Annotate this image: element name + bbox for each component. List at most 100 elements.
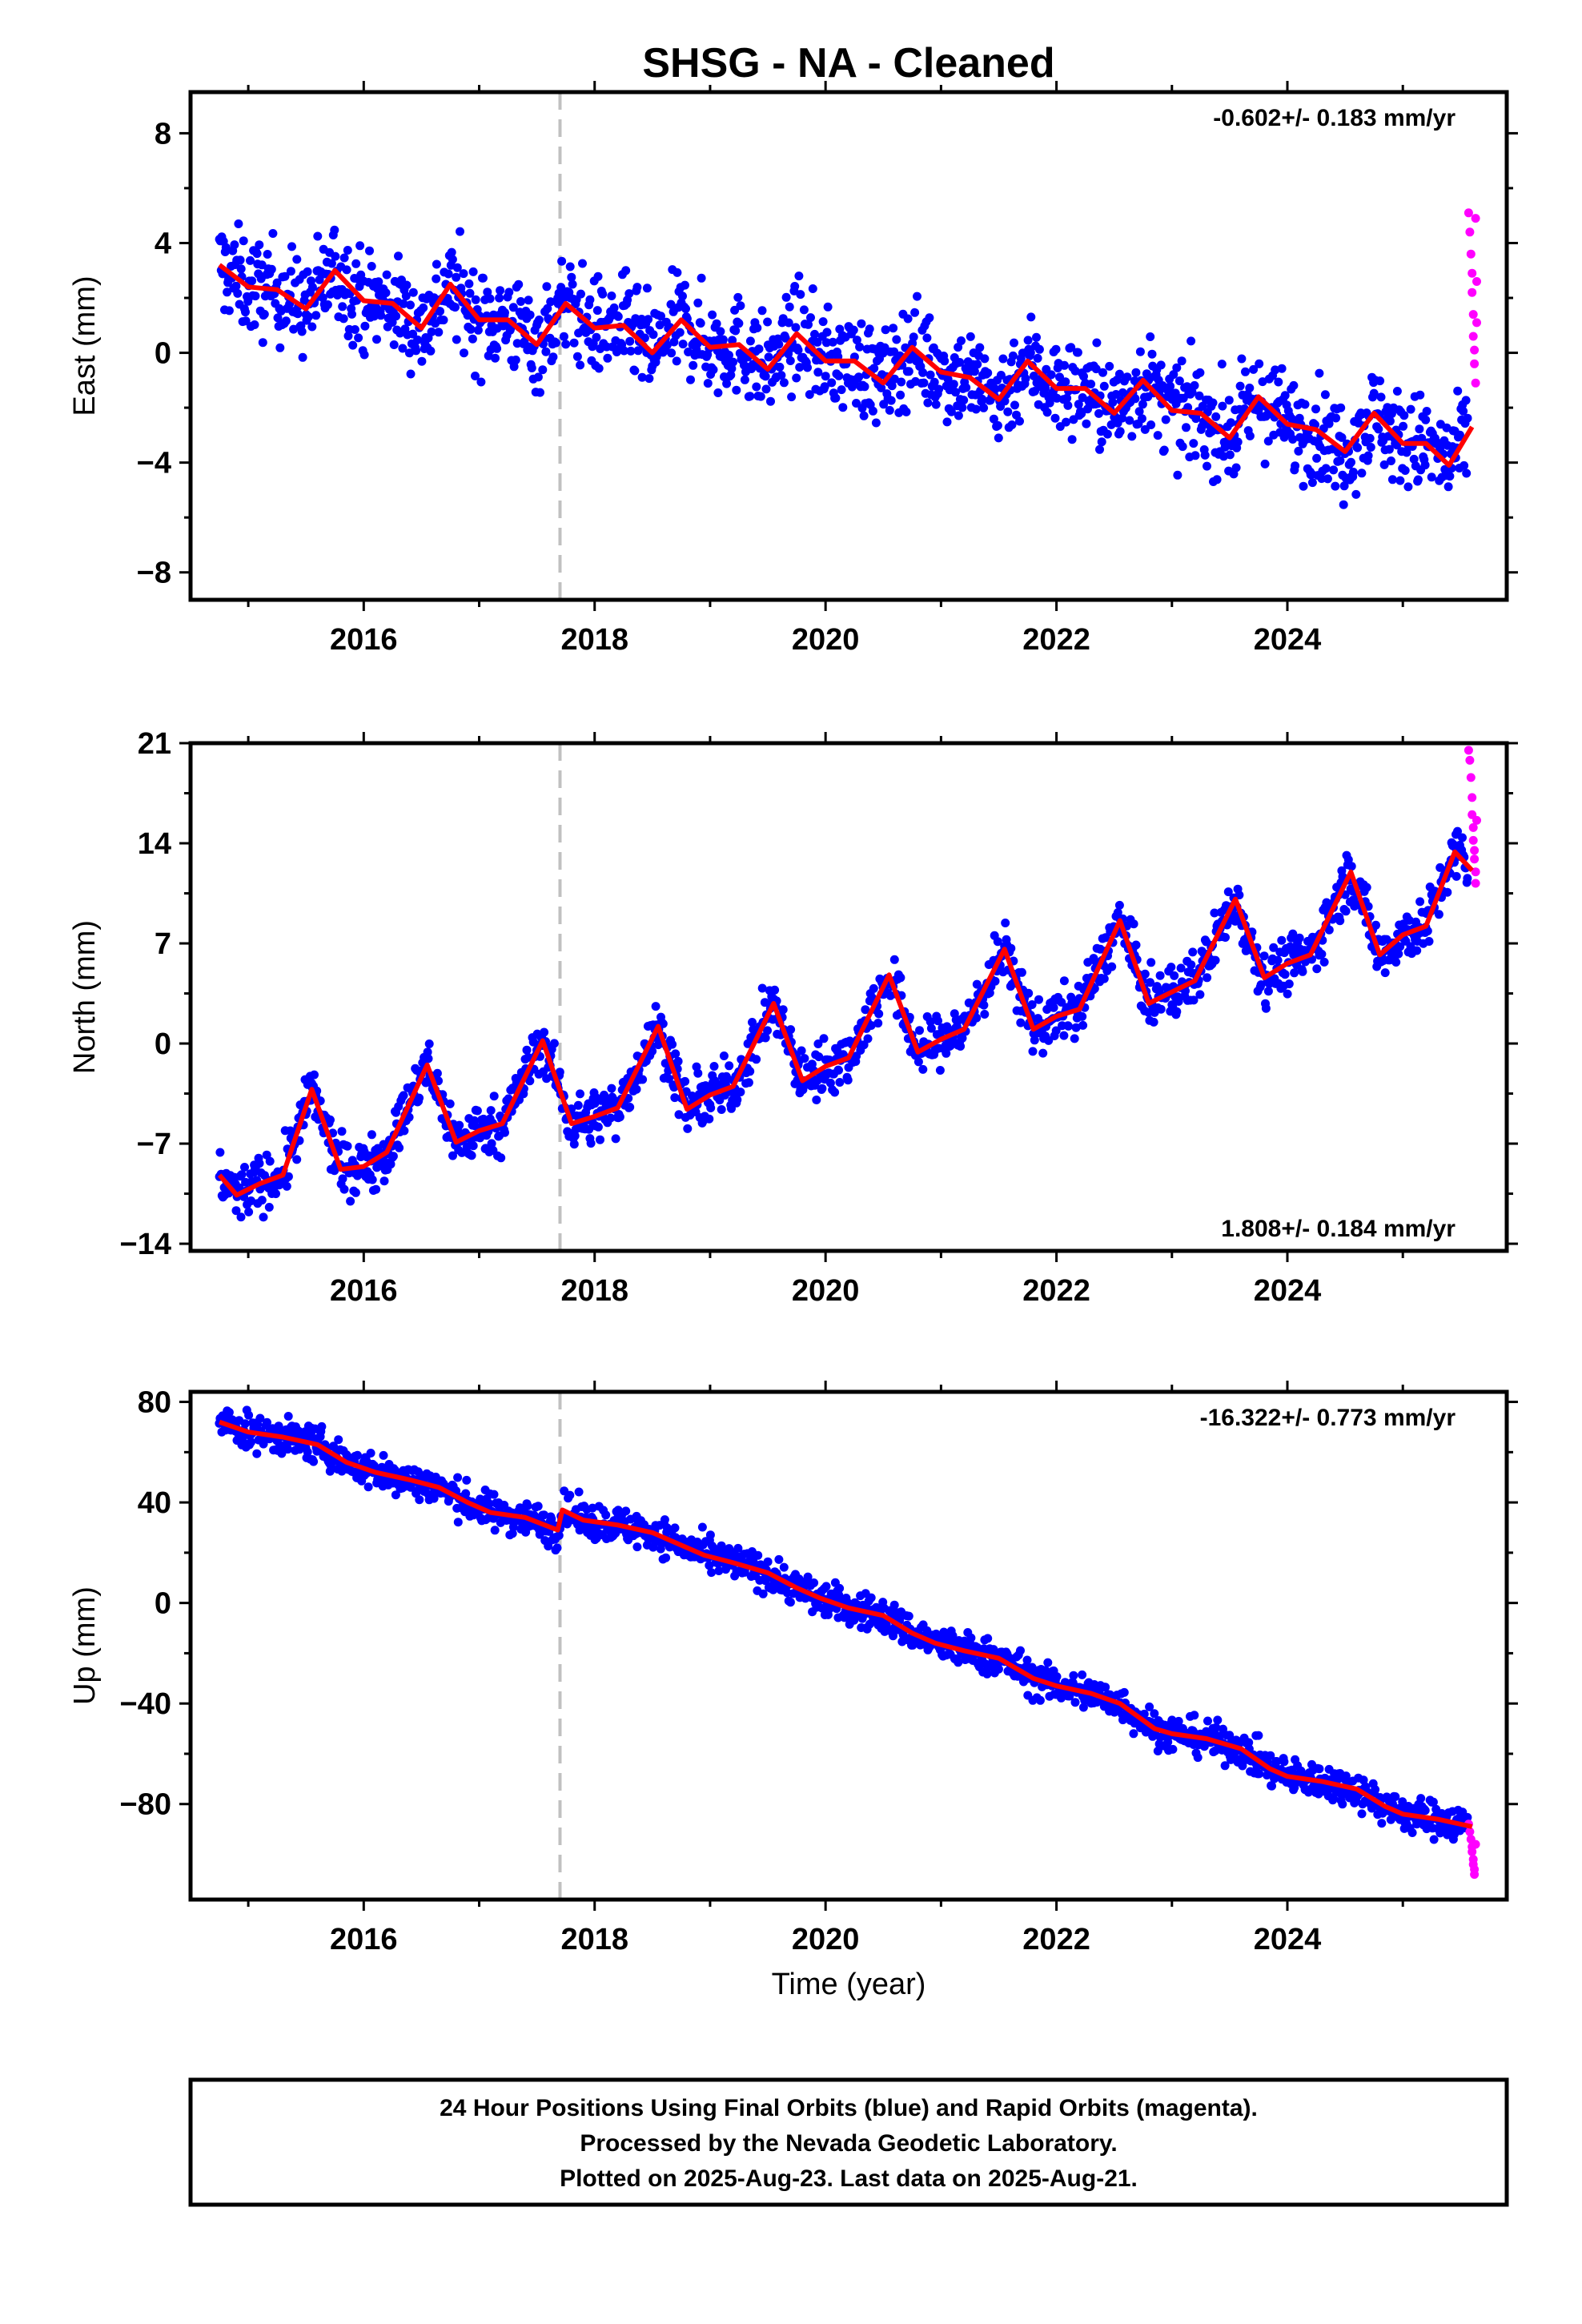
rapid-orbit-point: [1468, 332, 1478, 341]
final-orbit-point: [460, 348, 468, 358]
final-orbit-point: [686, 375, 695, 384]
final-orbit-point: [697, 1522, 707, 1532]
rapid-orbit-point: [1472, 815, 1481, 825]
rapid-orbit-point: [1470, 359, 1480, 368]
final-orbit-point: [1273, 955, 1283, 965]
final-orbit-point: [1027, 1663, 1037, 1672]
final-orbit-point: [1288, 435, 1298, 444]
final-orbit-point: [355, 241, 365, 251]
final-orbit-point: [1159, 445, 1169, 455]
final-orbit-point: [1409, 454, 1419, 464]
final-orbit-point: [343, 1141, 352, 1151]
final-orbit-point: [1221, 933, 1230, 942]
final-orbit-point: [823, 302, 833, 312]
final-orbit-point: [1321, 464, 1331, 473]
final-orbit-point: [982, 1669, 992, 1679]
final-orbit-point: [1006, 943, 1016, 953]
y-tick-label: 0: [155, 337, 171, 371]
final-orbit-point: [1130, 394, 1140, 404]
final-orbit-point: [1299, 481, 1308, 491]
final-orbit-point: [1052, 1672, 1062, 1682]
final-orbit-point: [250, 320, 259, 329]
final-orbit-point: [484, 1499, 494, 1509]
final-orbit-point: [731, 326, 741, 336]
final-orbit-point: [492, 344, 502, 353]
final-orbit-point: [1200, 450, 1210, 460]
final-orbit-point: [1400, 466, 1410, 475]
final-orbit-point: [1403, 482, 1413, 492]
final-orbit-point: [1034, 344, 1044, 354]
final-orbit-point: [398, 344, 408, 353]
final-orbit-point: [376, 311, 386, 320]
final-orbit-point: [807, 1059, 817, 1069]
final-orbit-point: [561, 340, 571, 349]
final-orbit-point: [1026, 312, 1036, 322]
final-orbit-point: [258, 338, 267, 348]
final-orbit-point: [323, 300, 332, 309]
final-orbit-point: [237, 1170, 247, 1180]
final-orbit-point: [966, 332, 975, 341]
final-orbit-point: [1245, 431, 1255, 440]
final-orbit-point: [429, 1494, 439, 1503]
final-orbit-point: [457, 1148, 467, 1157]
final-orbit-point: [640, 333, 649, 343]
final-orbit-point: [983, 368, 993, 378]
final-orbit-point: [709, 365, 718, 375]
final-orbit-point: [1218, 401, 1227, 411]
final-orbit-point: [1191, 451, 1200, 460]
final-orbit-point: [754, 344, 764, 354]
final-orbit-point: [849, 325, 858, 335]
final-orbit-point: [1062, 393, 1072, 403]
final-orbit-point: [813, 368, 823, 377]
final-orbit-point: [544, 1542, 553, 1551]
final-orbit-point: [272, 278, 282, 287]
final-orbit-point: [800, 1054, 809, 1063]
final-orbit-point: [1028, 1047, 1038, 1056]
final-orbit-point: [693, 298, 703, 308]
final-orbit-point: [1254, 1731, 1263, 1740]
final-orbit-point: [818, 317, 828, 327]
final-orbit-point: [585, 295, 595, 304]
final-orbit-point: [601, 1510, 611, 1520]
final-orbit-point: [757, 306, 767, 316]
final-orbit-point: [648, 1047, 657, 1056]
final-orbit-point: [983, 1634, 993, 1643]
final-orbit-point: [327, 259, 336, 268]
final-orbit-point: [655, 320, 665, 330]
final-orbit-point: [777, 371, 786, 380]
final-orbit-point: [954, 411, 963, 420]
final-orbit-point: [632, 283, 642, 292]
final-orbit-point: [733, 1095, 742, 1104]
final-orbit-point: [401, 292, 411, 301]
final-orbit-point: [465, 288, 475, 298]
final-orbit-point: [1189, 995, 1199, 1005]
y-tick-label: 0: [155, 1027, 171, 1061]
final-orbit-point: [625, 1103, 635, 1112]
final-orbit-point: [1235, 381, 1245, 391]
final-orbit-point: [1127, 432, 1137, 441]
final-orbit-point: [918, 368, 928, 377]
final-orbit-point: [365, 246, 374, 255]
final-orbit-point: [678, 340, 688, 349]
final-orbit-point: [725, 1061, 734, 1071]
final-orbit-point: [769, 1585, 778, 1594]
final-orbit-point: [496, 1153, 506, 1163]
final-orbit-point: [423, 1047, 432, 1057]
final-orbit-point: [810, 329, 819, 339]
final-orbit-point: [852, 336, 861, 345]
final-orbit-point: [1362, 883, 1371, 892]
final-orbit-point: [607, 292, 616, 300]
rapid-orbit-point: [1470, 846, 1480, 855]
final-orbit-point: [263, 1417, 271, 1427]
final-orbit-point: [674, 1110, 684, 1120]
final-orbit-point: [993, 420, 1002, 430]
final-orbit-point: [244, 1207, 254, 1216]
final-orbit-point: [1267, 1781, 1276, 1791]
final-orbit-point: [871, 418, 881, 428]
rapid-orbit-point: [1464, 746, 1473, 755]
final-orbit-point: [1049, 1003, 1058, 1012]
final-orbit-point: [835, 1078, 845, 1087]
final-orbit-point: [1312, 453, 1322, 463]
final-orbit-point: [574, 1487, 584, 1497]
final-orbit-point: [1131, 940, 1141, 950]
